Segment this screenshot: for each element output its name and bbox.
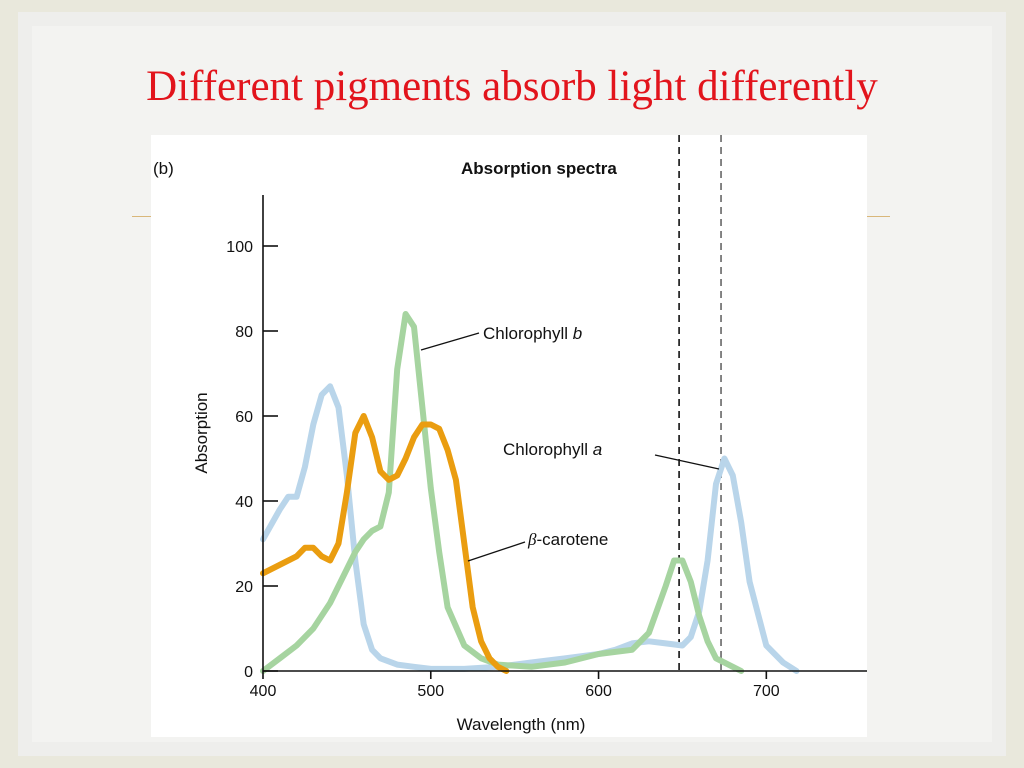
slide-title: Different pigments absorb light differen… [146,63,878,110]
x-axis-label: Wavelength (nm) [457,715,586,734]
x-tick-label-700: 700 [753,683,780,700]
accent-rule-right [866,216,890,217]
reference-lines [678,135,722,671]
accent-rule-left [132,216,154,217]
y-tick-label-60: 60 [235,409,253,426]
axis-ticks: 400 500 600 700 0 20 40 60 80 100 [226,239,779,700]
y-tick-label-80: 80 [235,324,253,341]
annotation-chlorophyll-b: Chlorophyll b [420,324,582,351]
absorption-chart: (b) Absorption spectra 400 500 600 70002040… [153,135,867,734]
y-axis-label: Absorption [192,392,211,473]
y-tick-label-100: 100 [226,239,253,256]
chart-title: Absorption spectra [461,159,617,178]
leader-line-beta-carotene [467,541,526,562]
label-chlorophyll-b: Chlorophyll b [483,324,582,343]
x-tick-label-600: 600 [585,683,612,700]
leader-line-chlorophyll-a [654,454,720,470]
label-chlorophyll-a: Chlorophyll a [503,440,602,459]
label-beta-carotene: β-carotene [527,530,608,549]
annotation-chlorophyll-a: Chlorophyll a [503,440,720,470]
annotation-beta-carotene: β-carotene [467,530,608,562]
series-line-carotene [260,413,510,674]
y-tick-label-20: 20 [235,579,253,596]
x-tick-label-500: 500 [417,683,444,700]
series-layer [260,311,800,674]
y-tick-label-40: 40 [235,494,253,511]
leader-line-chlorophyll-b [420,332,480,351]
y-tick-label-0: 0 [244,664,253,681]
x-tick-label-400: 400 [250,683,277,700]
chart-figure: (b) Absorption spectra 400 500 600 700 0 20 40… [151,135,867,737]
panel-label: (b) [153,159,174,178]
series-line-chlorophyll-b [260,311,745,674]
